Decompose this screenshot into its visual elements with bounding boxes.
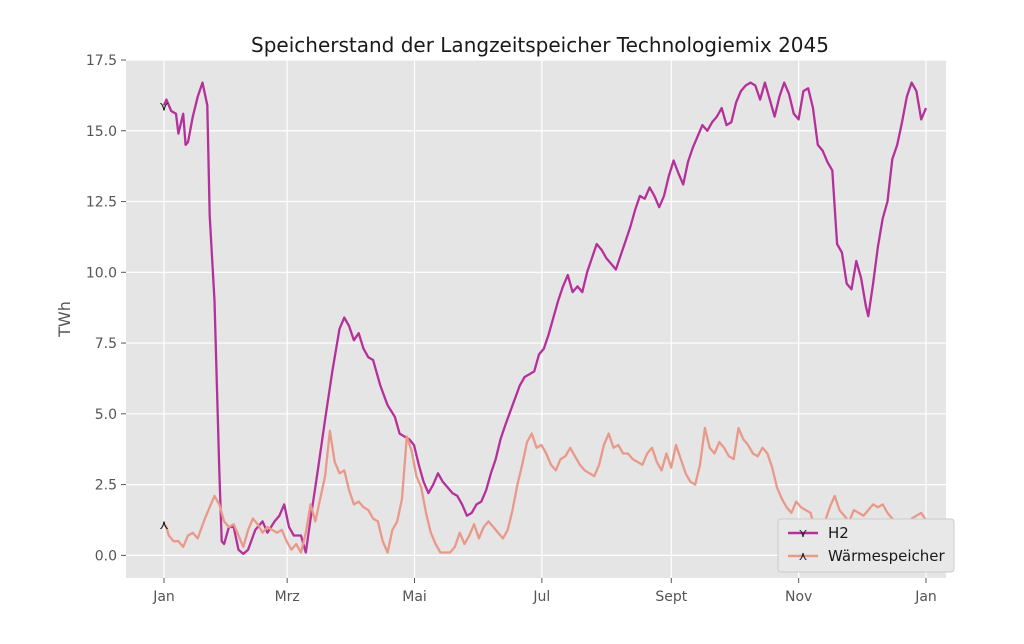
x-tick-label: Sept xyxy=(655,589,687,605)
y-tick-label: 5.0 xyxy=(95,407,117,423)
legend-marker-h2: ⋎ xyxy=(799,526,808,540)
series-start-marker: ⋎ xyxy=(159,99,169,114)
legend-marker-waermespeicher: ⋏ xyxy=(799,549,808,563)
y-axis-ticks: 0.0 2.5 5.0 7.5 10.0 12.5 15.0 17.5 xyxy=(86,53,126,564)
y-tick-label: 10.0 xyxy=(86,265,117,281)
y-tick-label: 17.5 xyxy=(86,53,117,69)
legend-label-h2: H2 xyxy=(828,524,849,542)
series-start-marker: ⋏ xyxy=(159,518,169,533)
plot-area xyxy=(126,60,946,578)
y-tick-label: 0.0 xyxy=(95,548,117,564)
x-tick-label: Jan xyxy=(914,589,937,605)
y-tick-label: 15.0 xyxy=(86,124,117,140)
series-line-h2 xyxy=(162,81,928,556)
y-axis-label: TWh xyxy=(55,301,74,338)
x-tick-label: Mrz xyxy=(275,589,300,605)
x-axis-ticks: Jan Mrz Mai Jul Sept Nov Jan xyxy=(152,578,937,605)
series-lines xyxy=(162,81,928,556)
x-tick-label: Jul xyxy=(532,589,550,605)
grid-lines xyxy=(126,59,946,578)
y-tick-label: 2.5 xyxy=(95,478,117,494)
y-tick-label: 7.5 xyxy=(95,336,117,352)
y-tick-label: 12.5 xyxy=(86,195,117,211)
legend-label-waermespeicher: Wärmespeicher xyxy=(828,547,946,565)
x-tick-label: Nov xyxy=(785,589,812,605)
legend: ⋎ H2 ⋏ Wärmespeicher xyxy=(777,518,955,573)
series-line-waermespeicher xyxy=(163,426,927,554)
legend-box xyxy=(777,518,955,573)
x-tick-label: Jan xyxy=(152,589,175,605)
x-tick-label: Mai xyxy=(402,589,427,605)
series-markers: ⋎⋏ xyxy=(159,99,169,533)
chart-title: Speicherstand der Langzeitspeicher Techn… xyxy=(251,33,829,57)
